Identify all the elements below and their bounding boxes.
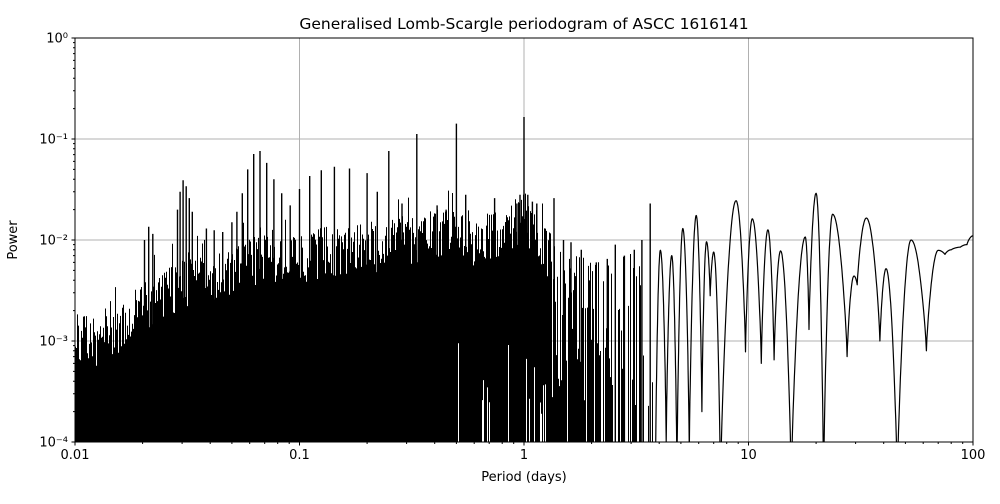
axis-ticks	[71, 37, 974, 446]
y-tick-label: 10⁻¹	[39, 133, 68, 148]
y-tick-label: 10⁰	[46, 32, 68, 47]
x-tick-label: 0.1	[289, 448, 310, 463]
peak-lines	[143, 117, 651, 442]
y-axis-label: Power	[6, 220, 21, 260]
x-tick-label: 100	[961, 448, 986, 463]
tick-marks	[71, 37, 974, 446]
resolved-curve	[655, 192, 973, 442]
x-tick-label: 1	[520, 448, 528, 463]
x-tick-label: 10	[740, 448, 757, 463]
x-tick-label: 0.01	[61, 448, 90, 463]
y-tick-label: 10⁻³	[39, 335, 68, 350]
chart-title: Generalised Lomb-Scargle periodogram of …	[299, 15, 748, 33]
y-tick-label: 10⁻⁴	[39, 436, 68, 451]
y-tick-label: 10⁻²	[39, 234, 68, 249]
tick-labels: 0.01 0.1 1 10 100 10⁰ 10⁻¹ 10⁻² 10⁻³ 10⁻⁴	[39, 32, 985, 464]
x-axis-label: Period (days)	[481, 470, 567, 485]
